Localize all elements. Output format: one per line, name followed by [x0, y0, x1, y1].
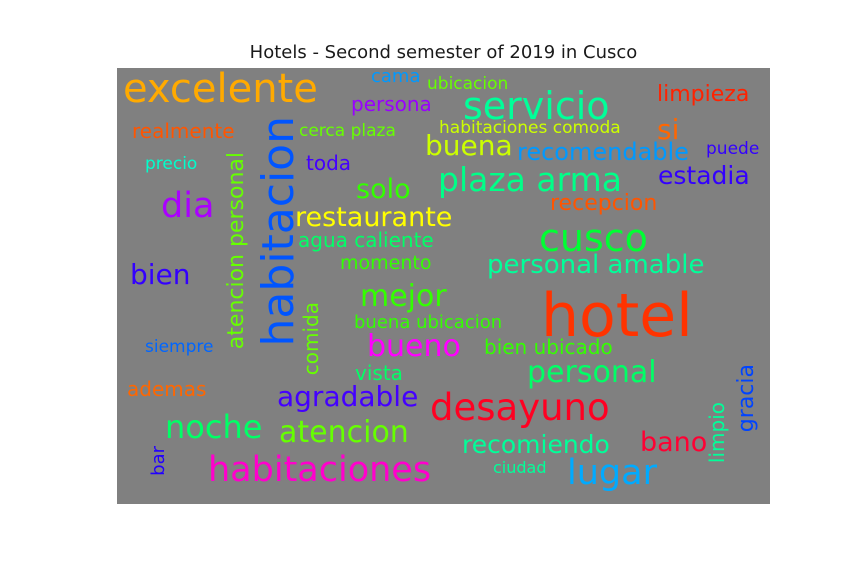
word-buena: buena [425, 129, 513, 162]
word-noche: noche [165, 408, 263, 446]
word-vista: vista [355, 361, 403, 385]
word-ciudad: ciudad [493, 458, 547, 477]
word-atencion-personal: atencion personal [224, 152, 249, 350]
word-lugar: lugar [567, 453, 657, 493]
word-atencion: atencion [279, 415, 409, 450]
word-bueno: bueno [367, 329, 461, 364]
word-solo: solo [356, 174, 411, 205]
word-agua-caliente: agua caliente [298, 228, 434, 252]
word-bar: bar [148, 446, 169, 476]
word-recepcion: recepcion [550, 191, 658, 216]
word-limpio: limpio [705, 402, 729, 464]
word-recomiendo: recomiendo [462, 430, 610, 459]
word-cerca-plaza: cerca plaza [299, 121, 396, 141]
word-restaurante: restaurante [295, 202, 453, 233]
word-cusco: cusco [539, 216, 648, 260]
word-personal-amable: personal amable [487, 250, 705, 280]
word-ademas: ademas [127, 377, 207, 401]
word-habitaciones: habitaciones [208, 450, 432, 490]
word-ubicacion: ubicacion [427, 74, 509, 94]
word-siempre: siempre [145, 337, 214, 357]
word-bien-ubicado: bien ubicado [484, 335, 613, 359]
word-buena-ubicacion: buena ubicacion [354, 312, 503, 333]
word-cama: cama [371, 68, 421, 87]
word-precio: precio [145, 154, 198, 174]
word-estadia: estadia [658, 161, 750, 190]
word-momento: momento [340, 252, 432, 274]
word-toda: toda [306, 151, 352, 175]
word-mejor: mejor [360, 279, 447, 314]
word-realmente: realmente [132, 119, 235, 143]
word-personal: personal [527, 355, 657, 390]
word-bano: bano [640, 427, 708, 458]
word-limpieza: limpieza [657, 82, 750, 107]
word-si: si [657, 113, 680, 146]
word-hotel: hotel [541, 281, 693, 351]
word-excelente: excelente [123, 68, 318, 112]
word-plaza-arma: plaza arma [438, 160, 622, 199]
word-cloud: hotel habitacion excelente servicio cusc… [117, 68, 770, 504]
word-persona: persona [351, 92, 432, 116]
word-comida: comida [299, 302, 323, 376]
chart-title: Hotels - Second semester of 2019 in Cusc… [249, 42, 638, 63]
word-servicio: servicio [463, 84, 610, 128]
word-dia: dia [161, 186, 215, 226]
word-agradable: agradable [277, 380, 419, 413]
word-desayuno: desayuno [430, 386, 610, 429]
word-recomendable: recomendable [517, 138, 689, 166]
word-bien: bien [130, 258, 191, 291]
word-habitaciones-comoda: habitaciones comoda [439, 118, 621, 138]
word-gracia: gracia [734, 364, 759, 433]
word-puede: puede [706, 139, 760, 159]
